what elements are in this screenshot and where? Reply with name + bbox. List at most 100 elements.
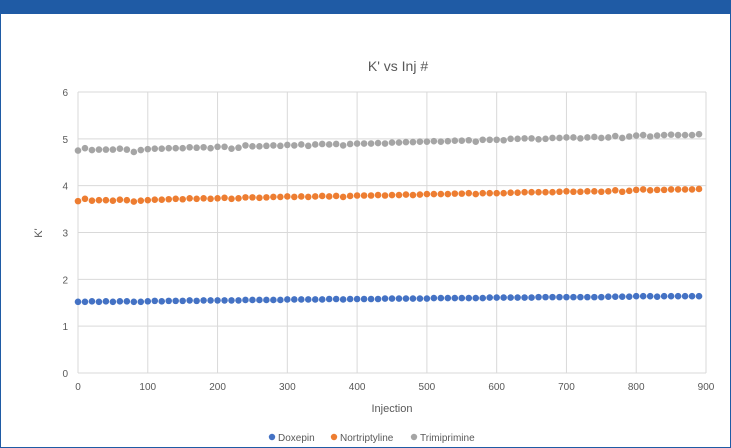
data-point xyxy=(346,140,354,148)
data-point xyxy=(402,138,410,146)
data-point xyxy=(200,143,207,151)
data-point xyxy=(193,144,200,152)
data-point xyxy=(339,296,347,303)
data-point xyxy=(584,134,591,141)
data-point xyxy=(688,131,696,139)
data-point xyxy=(360,192,368,199)
data-point xyxy=(395,191,403,199)
data-point xyxy=(451,190,459,197)
data-point xyxy=(409,138,417,146)
data-point xyxy=(81,195,89,203)
data-point xyxy=(409,191,417,199)
data-point xyxy=(395,139,403,146)
data-point xyxy=(158,145,166,152)
data-point xyxy=(318,192,326,200)
data-point xyxy=(249,143,256,150)
data-point xyxy=(151,196,159,204)
data-point xyxy=(611,132,619,140)
data-point xyxy=(598,134,605,142)
data-point xyxy=(451,137,459,145)
series-doxepin xyxy=(74,292,703,306)
data-point xyxy=(660,186,668,194)
data-point xyxy=(646,292,654,300)
data-point xyxy=(109,197,117,204)
data-point xyxy=(521,188,528,196)
data-point xyxy=(618,293,626,300)
data-point xyxy=(493,189,500,197)
data-point xyxy=(430,294,438,302)
data-point xyxy=(388,295,396,302)
data-point xyxy=(570,188,577,196)
data-point xyxy=(158,298,166,305)
data-point xyxy=(479,136,487,144)
data-point xyxy=(277,142,284,150)
data-point xyxy=(186,195,193,202)
data-point xyxy=(130,298,138,306)
data-point xyxy=(605,134,612,141)
data-point xyxy=(374,191,382,199)
data-point xyxy=(207,144,214,152)
data-point xyxy=(542,188,549,196)
data-point xyxy=(291,193,298,201)
data-point xyxy=(472,138,480,145)
data-point xyxy=(172,144,179,152)
data-point xyxy=(95,298,103,306)
data-point xyxy=(263,194,270,201)
data-point xyxy=(228,195,235,203)
data-point xyxy=(102,146,110,153)
data-point xyxy=(458,190,466,197)
data-point xyxy=(360,295,368,303)
data-point xyxy=(465,189,473,197)
data-point xyxy=(577,135,584,142)
data-point xyxy=(507,189,514,196)
data-point xyxy=(388,139,396,146)
data-point xyxy=(591,133,598,141)
y-tick-label: 4 xyxy=(62,182,68,193)
data-point xyxy=(500,189,507,197)
data-point xyxy=(325,193,333,200)
x-tick-label: 800 xyxy=(628,382,645,393)
data-point xyxy=(318,296,326,303)
x-tick-label: 700 xyxy=(558,382,575,393)
data-point xyxy=(346,192,354,200)
data-point xyxy=(193,195,200,203)
y-tick-label: 2 xyxy=(62,275,68,286)
data-point xyxy=(500,136,507,144)
data-point xyxy=(137,298,145,306)
data-point xyxy=(172,195,179,203)
data-point xyxy=(116,145,124,152)
data-point xyxy=(423,190,431,198)
data-point xyxy=(674,131,682,139)
data-point xyxy=(646,187,654,194)
data-point xyxy=(325,141,333,148)
data-point xyxy=(277,296,284,304)
data-point xyxy=(632,132,640,139)
data-point xyxy=(625,187,633,195)
data-point xyxy=(423,138,431,145)
data-point xyxy=(632,186,640,194)
data-point xyxy=(605,293,612,300)
data-point xyxy=(605,187,612,195)
data-point xyxy=(200,195,207,202)
data-point xyxy=(381,295,389,302)
data-point xyxy=(186,297,193,304)
data-point xyxy=(367,295,375,303)
data-point xyxy=(179,297,186,305)
data-point xyxy=(88,146,96,154)
legend: Doxepin Nortriptyline Trimiprimine xyxy=(268,433,475,444)
data-point xyxy=(74,298,82,306)
x-tick-label: 900 xyxy=(698,382,715,393)
data-point xyxy=(479,294,487,302)
data-point xyxy=(444,294,452,302)
data-point xyxy=(291,142,298,149)
data-point xyxy=(193,297,200,305)
data-point xyxy=(151,297,159,305)
data-point xyxy=(256,194,263,202)
data-point xyxy=(165,195,173,203)
data-point xyxy=(639,186,647,193)
data-point xyxy=(325,295,333,303)
data-point xyxy=(339,193,347,201)
data-point xyxy=(346,295,354,303)
data-point xyxy=(528,294,535,301)
